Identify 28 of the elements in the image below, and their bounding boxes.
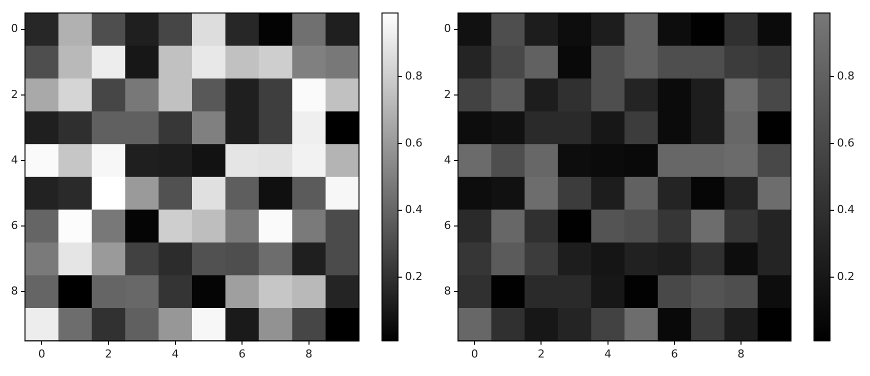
x-tick-label: 0 [38,347,46,360]
x-tick-label: 2 [538,347,545,360]
x-tick-label: 6 [238,347,246,360]
y-tick-label: 6 [444,218,451,232]
color-bar-label: 0.4 [405,203,422,216]
y-tick-label: 4 [444,153,451,166]
y-tick-label: 8 [11,284,18,298]
y-tick-label: 0 [11,22,18,36]
color-bar-label: 0.6 [405,136,422,150]
color-bar-label: 0.8 [837,69,854,82]
y-tick-label: 6 [11,218,18,232]
color-bar-label: 0.2 [837,270,854,284]
x-tick-label: 8 [738,347,745,360]
y-tick-label: 8 [444,284,451,298]
x-tick-label: 0 [471,347,478,360]
y-tick-label: 2 [11,88,18,101]
x-tick-label: 6 [670,347,678,360]
color-bar-label: 0.2 [405,270,422,284]
x-tick-label: 4 [604,347,612,360]
y-tick-label: 4 [11,153,18,166]
color-bar-label: 0.6 [837,136,854,150]
color-bar-label: 0.8 [405,69,422,82]
y-tick-label: 0 [444,22,451,36]
x-tick-label: 8 [305,347,312,360]
color-bar-label: 0.4 [837,203,854,216]
y-tick-label: 2 [444,88,451,101]
x-tick-label: 4 [172,347,179,360]
x-tick-label: 2 [105,347,112,360]
